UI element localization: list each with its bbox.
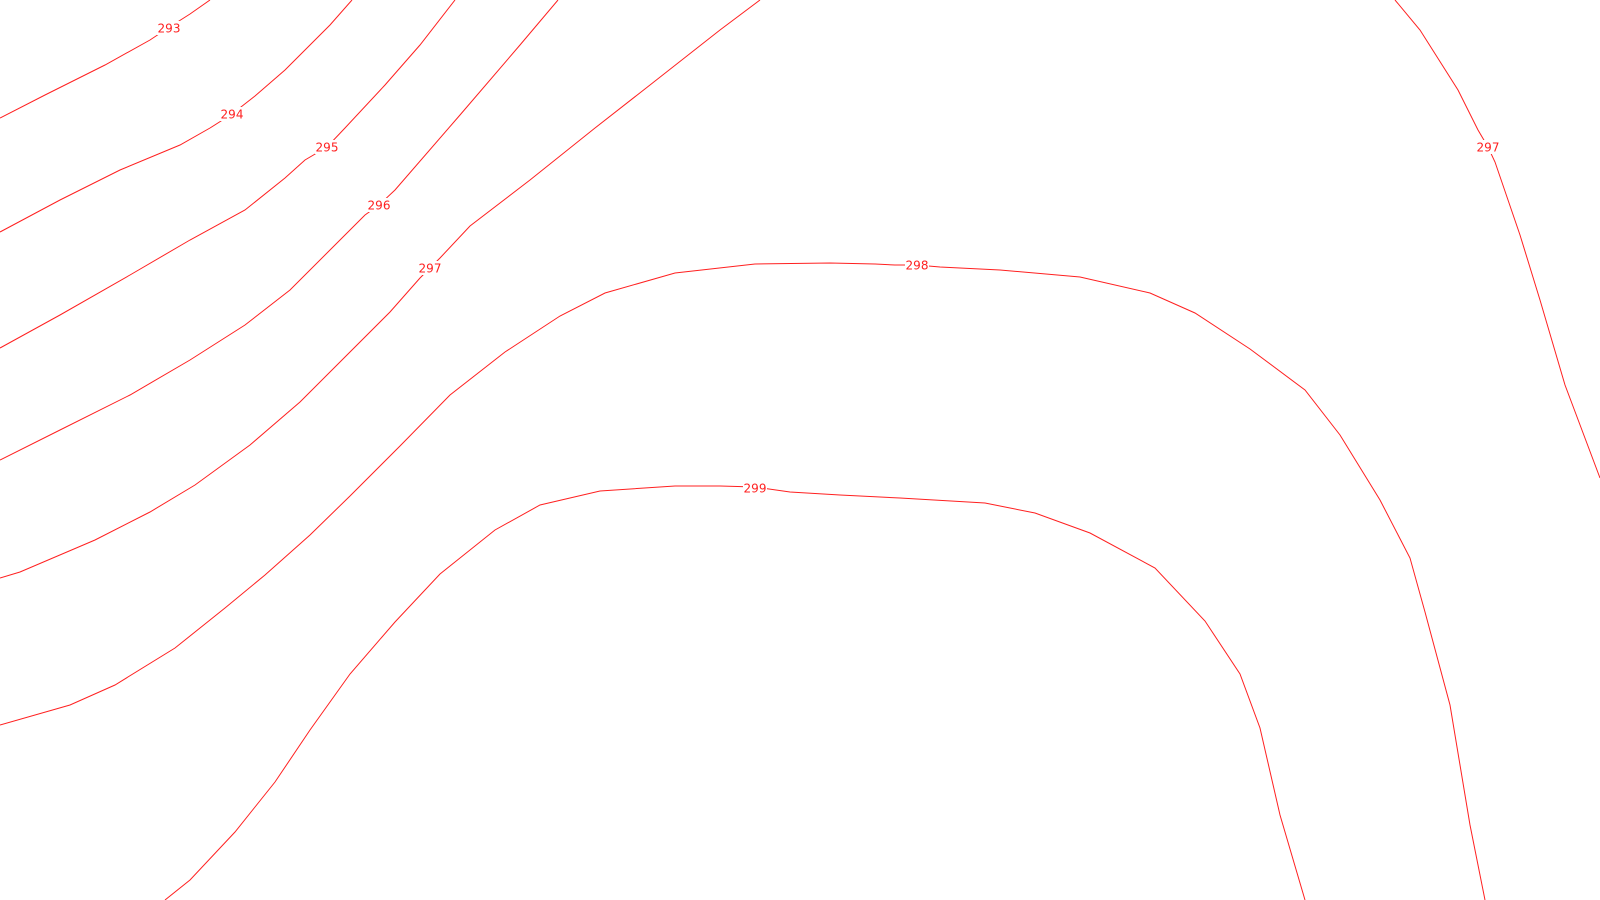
contour-label-group-297: 297 xyxy=(1476,140,1500,155)
contour-label-group-294: 294 xyxy=(220,107,244,122)
contour-label-background xyxy=(157,21,181,35)
contour-label-298: 298 xyxy=(906,259,929,273)
contour-label-296: 296 xyxy=(368,199,391,213)
contour-label-background xyxy=(743,481,767,495)
contour-label-background xyxy=(905,258,929,272)
contour-labels-layer: 293 294 295 296 297 298 299 297 xyxy=(157,21,1500,496)
contour-label-group-299: 299 xyxy=(743,481,767,496)
contour-line-297 xyxy=(1394,0,1600,479)
contour-label-group-295: 295 xyxy=(315,140,339,155)
contour-line-293 xyxy=(0,0,211,119)
contour-label-group-296: 296 xyxy=(367,198,391,213)
contour-label-background xyxy=(315,140,339,154)
contour-line-295 xyxy=(0,0,456,349)
contour-label-background xyxy=(1476,140,1500,154)
contour-label-background xyxy=(367,198,391,212)
contour-label-299: 299 xyxy=(744,482,767,496)
contour-label-group-297: 297 xyxy=(418,261,442,276)
contour-label-background xyxy=(220,107,244,121)
contour-label-293: 293 xyxy=(158,22,181,36)
contour-line-296 xyxy=(0,0,559,461)
contour-label-background xyxy=(418,261,442,275)
contour-label-297: 297 xyxy=(419,262,442,276)
contour-label-297: 297 xyxy=(1477,141,1500,155)
contour-label-group-293: 293 xyxy=(157,21,181,36)
contour-label-294: 294 xyxy=(221,108,244,122)
contour-line-299 xyxy=(164,485,1306,900)
contour-label-group-298: 298 xyxy=(905,258,929,273)
contour-line-298 xyxy=(0,262,1486,900)
contour-line-297 xyxy=(0,0,761,579)
contour-label-295: 295 xyxy=(316,141,339,155)
